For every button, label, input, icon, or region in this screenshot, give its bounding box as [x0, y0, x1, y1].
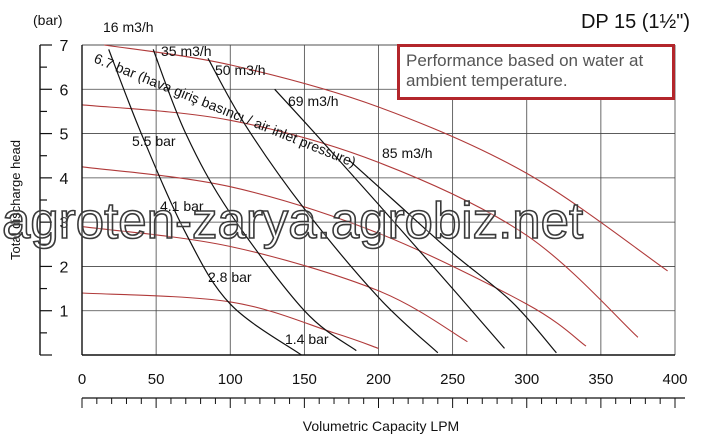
chart-title: DP 15 (1½") — [581, 11, 690, 33]
curves: 5.5 bar 4.1 bar 2.8 bar 1.4 bar 16 m3/h 35 m3… — [81, 19, 668, 356]
x-tick-label: 350 — [588, 371, 613, 388]
air-consumption-curve — [108, 49, 302, 356]
air-consumption-label: 16 m3/h — [103, 19, 154, 35]
x-tick-label: 400 — [662, 371, 687, 388]
air-consumption-curve — [348, 159, 557, 354]
pressure-curve — [81, 166, 587, 347]
x-tick-label: 100 — [218, 371, 243, 388]
pressure-curve — [81, 226, 468, 343]
annotation-box: Performance based on water at ambient te… — [397, 44, 675, 100]
pressure-curve-label: 2.8 bar — [208, 269, 252, 285]
x-tick-label: 250 — [440, 371, 465, 388]
pressure-curve-label: 5.5 bar — [132, 133, 176, 149]
y-tick-label: 7 — [60, 38, 69, 55]
y-tick-label: 1 — [60, 304, 69, 321]
y-axis-unit: (bar) — [33, 12, 63, 28]
pressure-curve-label: 4.1 bar — [160, 198, 204, 214]
pressure-curve — [81, 292, 379, 349]
y-tick-label: 2 — [60, 259, 69, 276]
air-consumption-label: 69 m3/h — [288, 93, 339, 109]
x-tick-label: 0 — [78, 371, 86, 388]
air-consumption-curve — [274, 88, 505, 349]
x-tick-label: 300 — [514, 371, 539, 388]
y-tick-label: 5 — [60, 127, 69, 144]
x-tick-label: 200 — [366, 371, 391, 388]
pressure-curve-label: 1.4 bar — [285, 331, 329, 347]
y-tick-label: 6 — [60, 82, 69, 99]
air-consumption-curve — [152, 49, 357, 352]
y-tick-label: 4 — [60, 171, 69, 188]
watermark: agroten-zarya.agrobiz.net — [2, 192, 583, 249]
x-tick-label: 150 — [292, 371, 317, 388]
y-tick-label: 3 — [60, 215, 69, 232]
x-tick-label: 50 — [148, 371, 165, 388]
axes: 1 2 3 4 5 6 7 0 50 100 150 200 250 300 350 400 — [39, 38, 688, 408]
y-axis-label: Total discharge head — [8, 140, 23, 260]
pressure-curve — [81, 104, 639, 338]
pressure-curve — [104, 44, 668, 272]
air-consumption-label: 85 m3/h — [382, 145, 433, 161]
air-consumption-label: 50 m3/h — [215, 62, 266, 78]
air-consumption-label: 35 m3/h — [161, 43, 212, 59]
air-consumption-curve — [207, 58, 439, 354]
x-axis-label: Volumetric Capacity LPM — [303, 418, 459, 434]
